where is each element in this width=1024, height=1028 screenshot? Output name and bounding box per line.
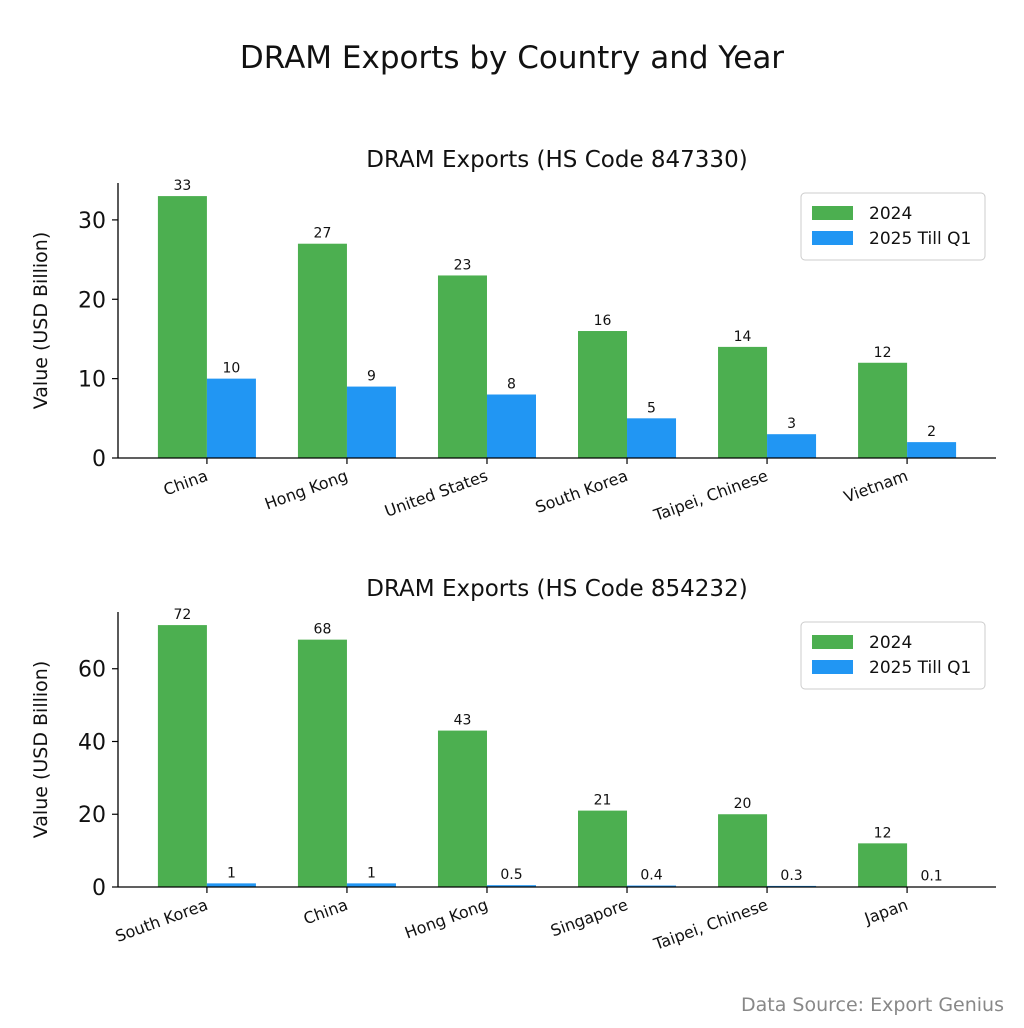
bar-2024-vietnam xyxy=(858,363,907,458)
bar-2025-till-q1-hong-kong xyxy=(347,387,396,458)
x-tick-label: Hong Kong xyxy=(262,466,350,514)
bar-2024-south-korea xyxy=(578,331,627,458)
x-tick-label: Hong Kong xyxy=(402,895,490,943)
y-tick-label: 20 xyxy=(78,803,106,828)
subplot-2: DRAM Exports (HS Code 854232) Value (USD … xyxy=(30,576,996,954)
legend-label: 2025 Till Q1 xyxy=(869,658,971,678)
data-label: 23 xyxy=(454,257,472,273)
x-tick-label: Taipei, Chinese xyxy=(650,895,770,954)
data-label: 12 xyxy=(874,345,892,361)
bar-2024-singapore xyxy=(578,811,627,887)
data-label: 10 xyxy=(223,361,241,377)
data-label: 2 xyxy=(927,424,936,440)
data-label: 0.1 xyxy=(920,869,942,885)
y-tick-label: 10 xyxy=(78,368,106,393)
figure-title: DRAM Exports by Country and Year xyxy=(240,40,784,76)
legend-label: 2024 xyxy=(869,204,912,224)
data-label: 12 xyxy=(874,825,892,841)
data-label: 72 xyxy=(174,607,192,623)
bar-2024-united-states xyxy=(438,275,487,458)
legend: 2024 2025 Till Q1 xyxy=(801,622,985,689)
x-tick-label: China xyxy=(301,895,350,928)
bar-2024-japan xyxy=(858,843,907,887)
bar-2025-till-q1-vietnam xyxy=(907,442,956,458)
data-label: 14 xyxy=(734,329,752,345)
x-tick-label: Vietnam xyxy=(841,466,910,507)
data-label: 0.3 xyxy=(780,868,802,884)
legend-swatch xyxy=(812,231,853,245)
data-label: 68 xyxy=(314,622,332,638)
legend-label: 2024 xyxy=(869,633,912,653)
data-label: 33 xyxy=(174,178,192,194)
data-label: 8 xyxy=(507,377,516,393)
x-tick-label: Singapore xyxy=(548,895,630,940)
data-source: Data Source: Export Genius xyxy=(741,994,1004,1016)
y-tick-label: 30 xyxy=(78,209,106,234)
bar-2024-china xyxy=(158,196,207,458)
subplot-title: DRAM Exports (HS Code 847330) xyxy=(366,147,747,173)
bar-2024-china xyxy=(298,640,347,887)
data-label: 20 xyxy=(734,796,752,812)
bar-2025-till-q1-united-states xyxy=(487,395,536,458)
legend-swatch xyxy=(812,660,853,674)
data-label: 43 xyxy=(454,713,472,729)
bar-2024-taipei-chinese xyxy=(718,347,767,458)
data-label: 9 xyxy=(367,369,376,385)
legend: 2024 2025 Till Q1 xyxy=(801,193,985,260)
bar-2025-till-q1-taipei-chinese xyxy=(767,434,816,458)
data-label: 1 xyxy=(367,865,376,881)
data-label: 1 xyxy=(227,865,236,881)
y-axis-label: Value (USD Billion) xyxy=(30,232,52,410)
bar-2024-south-korea xyxy=(158,625,207,887)
bar-2024-hong-kong xyxy=(298,244,347,458)
bar-2025-till-q1-china xyxy=(207,379,256,458)
bar-2024-taipei-chinese xyxy=(718,814,767,887)
bar-2024-hong-kong xyxy=(438,731,487,887)
data-label: 5 xyxy=(647,400,656,416)
legend-label: 2025 Till Q1 xyxy=(869,229,971,249)
y-axis-label: Value (USD Billion) xyxy=(30,661,52,839)
x-tick-label: South Korea xyxy=(533,466,631,517)
y-tick-label: 60 xyxy=(78,658,106,683)
bar-2025-till-q1-south-korea xyxy=(627,418,676,458)
data-label: 16 xyxy=(594,313,612,329)
data-label: 3 xyxy=(787,416,796,432)
x-tick-label: Taipei, Chinese xyxy=(650,466,770,525)
x-tick-label: United States xyxy=(382,466,490,521)
subplot-title: DRAM Exports (HS Code 854232) xyxy=(366,576,747,602)
data-label: 21 xyxy=(594,793,612,809)
data-label: 27 xyxy=(314,226,332,242)
y-tick-label: 0 xyxy=(92,447,106,472)
x-tick-label: Japan xyxy=(861,895,910,928)
x-tick-label: China xyxy=(161,466,210,499)
y-tick-label: 0 xyxy=(92,876,106,901)
x-tick-label: South Korea xyxy=(113,895,211,946)
y-tick-label: 20 xyxy=(78,288,106,313)
legend-swatch xyxy=(812,635,853,649)
subplot-1: DRAM Exports (HS Code 847330) Value (USD … xyxy=(30,147,996,525)
data-label: 0.5 xyxy=(500,867,522,883)
y-tick-label: 40 xyxy=(78,730,106,755)
legend-swatch xyxy=(812,206,853,220)
data-label: 0.4 xyxy=(640,868,662,884)
